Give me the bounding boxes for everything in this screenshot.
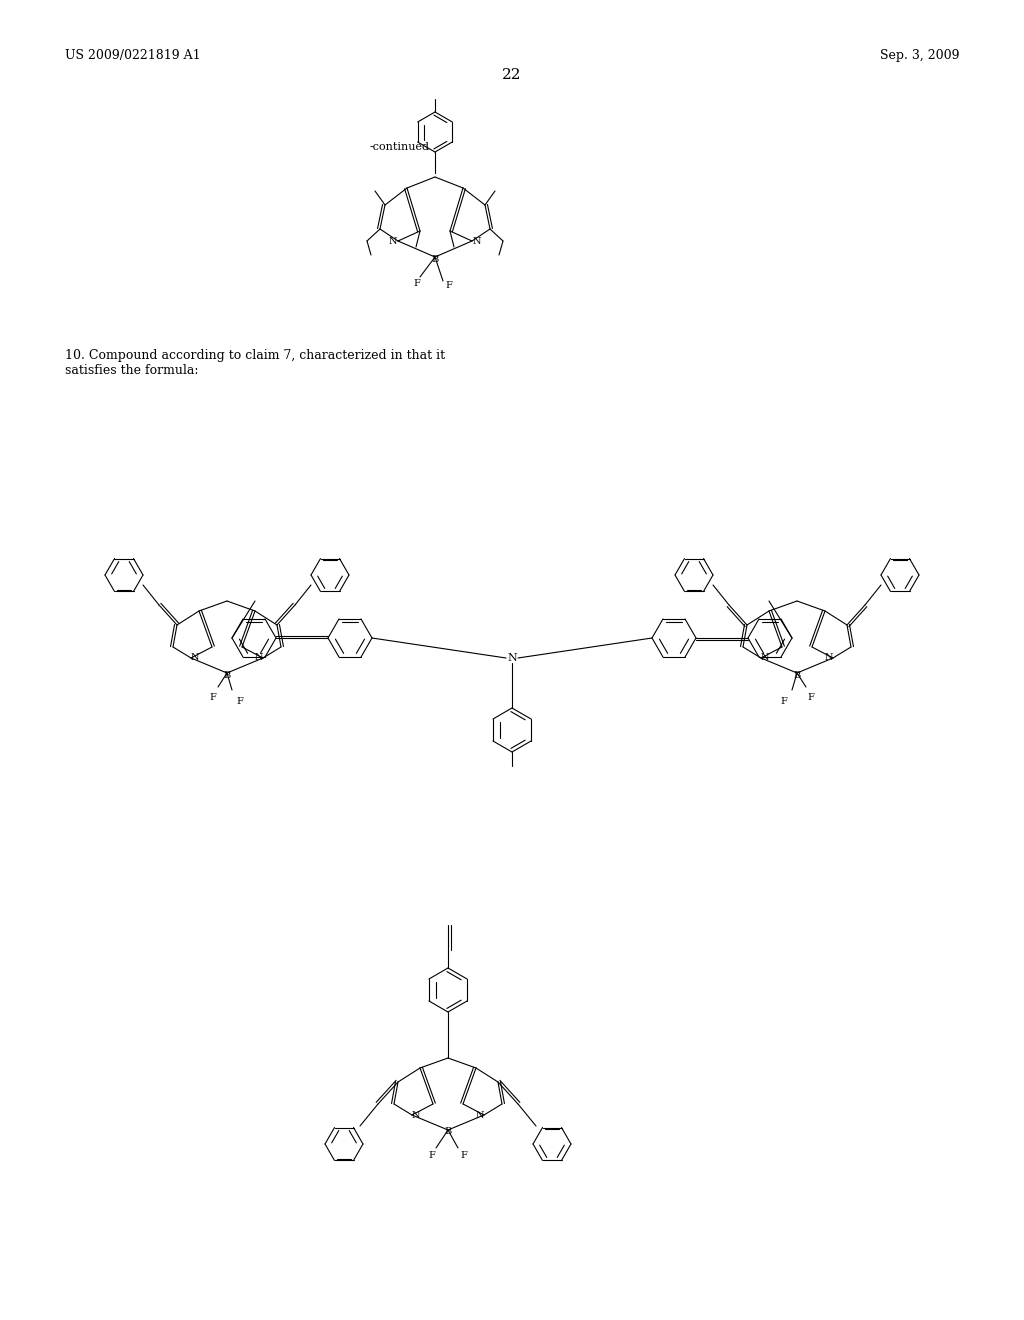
Text: Sep. 3, 2009: Sep. 3, 2009 bbox=[881, 49, 961, 62]
Text: -continued: -continued bbox=[370, 143, 430, 152]
Text: F: F bbox=[429, 1151, 435, 1159]
Text: N: N bbox=[507, 653, 517, 663]
Text: F: F bbox=[445, 281, 453, 289]
Text: N: N bbox=[476, 1110, 484, 1119]
Text: 10. Compound according to claim 7, characterized in that it: 10. Compound according to claim 7, chara… bbox=[65, 348, 445, 362]
Text: N: N bbox=[824, 653, 834, 663]
Text: B: B bbox=[794, 671, 801, 680]
Text: F: F bbox=[461, 1151, 467, 1159]
Text: N: N bbox=[389, 236, 397, 246]
Text: B: B bbox=[444, 1127, 452, 1137]
Text: US 2009/0221819 A1: US 2009/0221819 A1 bbox=[65, 49, 201, 62]
Text: B: B bbox=[431, 256, 438, 264]
Text: 22: 22 bbox=[502, 69, 522, 82]
Text: satisfies the formula:: satisfies the formula: bbox=[65, 364, 199, 378]
Text: N: N bbox=[473, 236, 481, 246]
Text: F: F bbox=[780, 697, 787, 705]
Text: F: F bbox=[237, 697, 244, 705]
Text: N: N bbox=[761, 653, 769, 663]
Text: B: B bbox=[223, 671, 230, 680]
Text: N: N bbox=[255, 653, 263, 663]
Text: F: F bbox=[210, 693, 216, 701]
Text: N: N bbox=[412, 1110, 420, 1119]
Text: F: F bbox=[808, 693, 814, 701]
Text: N: N bbox=[190, 653, 200, 663]
Text: F: F bbox=[414, 279, 421, 288]
